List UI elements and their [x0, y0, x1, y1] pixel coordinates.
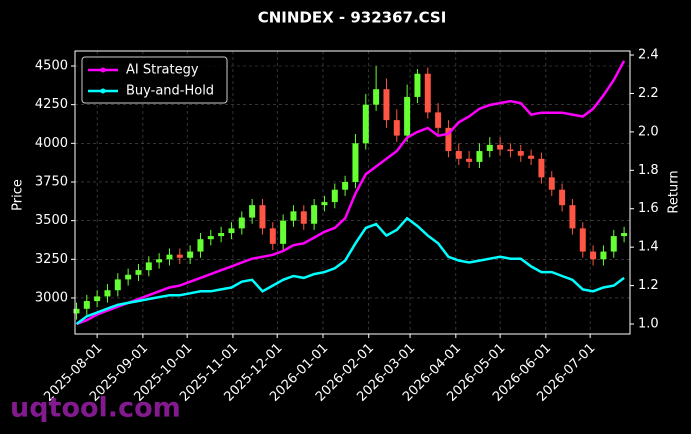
legend-label: Buy-and-Hold	[126, 84, 214, 99]
candle-body	[445, 127, 452, 152]
plot-frame	[74, 50, 631, 335]
candle-body	[135, 270, 142, 275]
legend-marker	[100, 67, 106, 73]
legend-marker	[100, 88, 106, 94]
y2-axis-label: Return	[667, 170, 682, 213]
candle-body	[424, 73, 431, 113]
candle-body	[538, 158, 545, 178]
candle-body	[228, 228, 235, 234]
candle-body	[486, 144, 493, 152]
candle-body	[218, 233, 225, 237]
candle-body	[342, 181, 349, 190]
candle-body	[73, 308, 80, 314]
chart-title: CNINDEX - 932367.CSI	[258, 9, 447, 27]
candle-body	[559, 189, 566, 206]
line-series	[76, 60, 626, 326]
y-tick-label: 3000	[35, 290, 68, 305]
y2-tick-label: 1.6	[638, 201, 659, 216]
candle-body	[497, 144, 504, 150]
candle-body	[300, 211, 307, 224]
candle-body	[455, 151, 462, 159]
candle-body	[331, 189, 338, 203]
candle-body	[311, 205, 318, 224]
candle-body	[104, 290, 111, 297]
candle-body	[548, 177, 555, 190]
candle-body	[321, 202, 328, 206]
watermark: uqtool.com	[10, 393, 181, 424]
candle-body	[290, 211, 297, 221]
candle-body	[238, 217, 245, 229]
y-tick-label: 4000	[35, 136, 68, 151]
legend-label: AI Strategy	[126, 63, 199, 78]
candle-body	[610, 236, 617, 252]
candle-body	[600, 251, 607, 260]
y2-tick-label: 2.4	[638, 48, 659, 63]
candle-body	[528, 155, 535, 159]
candle-body	[517, 151, 524, 156]
candle-body	[125, 274, 132, 280]
candle-body	[569, 205, 576, 229]
y-axis-label: Price	[11, 179, 26, 211]
candle-body	[249, 205, 256, 218]
candle-body	[259, 205, 266, 229]
legend-box	[81, 56, 228, 104]
candle-body	[404, 96, 411, 136]
candle-body	[269, 228, 276, 244]
candle-body	[476, 151, 483, 162]
candle-body	[197, 239, 204, 252]
y-tick-label: 4250	[35, 97, 68, 112]
candle-body	[507, 149, 514, 152]
y2-tick-label: 1.4	[638, 240, 659, 255]
candle-body	[362, 104, 369, 144]
y2-tick-label: 1.2	[638, 278, 659, 293]
y-tick-label: 3250	[35, 252, 68, 267]
y2-tick-label: 1.8	[638, 163, 659, 178]
candle-body	[590, 251, 597, 260]
candle-body	[414, 73, 421, 97]
candle-body	[166, 254, 173, 260]
candle-body	[94, 296, 101, 302]
candle-body	[466, 158, 473, 162]
candle-body	[83, 301, 90, 309]
candle-body	[114, 279, 121, 291]
candle-body	[383, 89, 390, 121]
candle-body	[435, 112, 442, 128]
candle-body	[176, 254, 183, 258]
candle-body	[579, 228, 586, 252]
y-tick-label: 4500	[35, 59, 68, 74]
candle-body	[373, 89, 380, 105]
y2-tick-label: 2.0	[638, 124, 659, 139]
candle-body	[156, 259, 163, 263]
line-series	[75, 216, 625, 326]
candle-body	[145, 262, 152, 271]
candle-body	[352, 143, 359, 182]
candle-body	[187, 251, 194, 258]
y2-tick-label: 1.0	[638, 317, 659, 332]
y2-tick-label: 2.2	[638, 86, 659, 101]
y-tick-label: 3500	[35, 213, 68, 228]
candle-body	[393, 120, 400, 136]
candle-body	[621, 233, 628, 237]
y-tick-label: 3750	[35, 174, 68, 189]
candle-body	[207, 236, 214, 240]
candle-body	[280, 220, 287, 244]
